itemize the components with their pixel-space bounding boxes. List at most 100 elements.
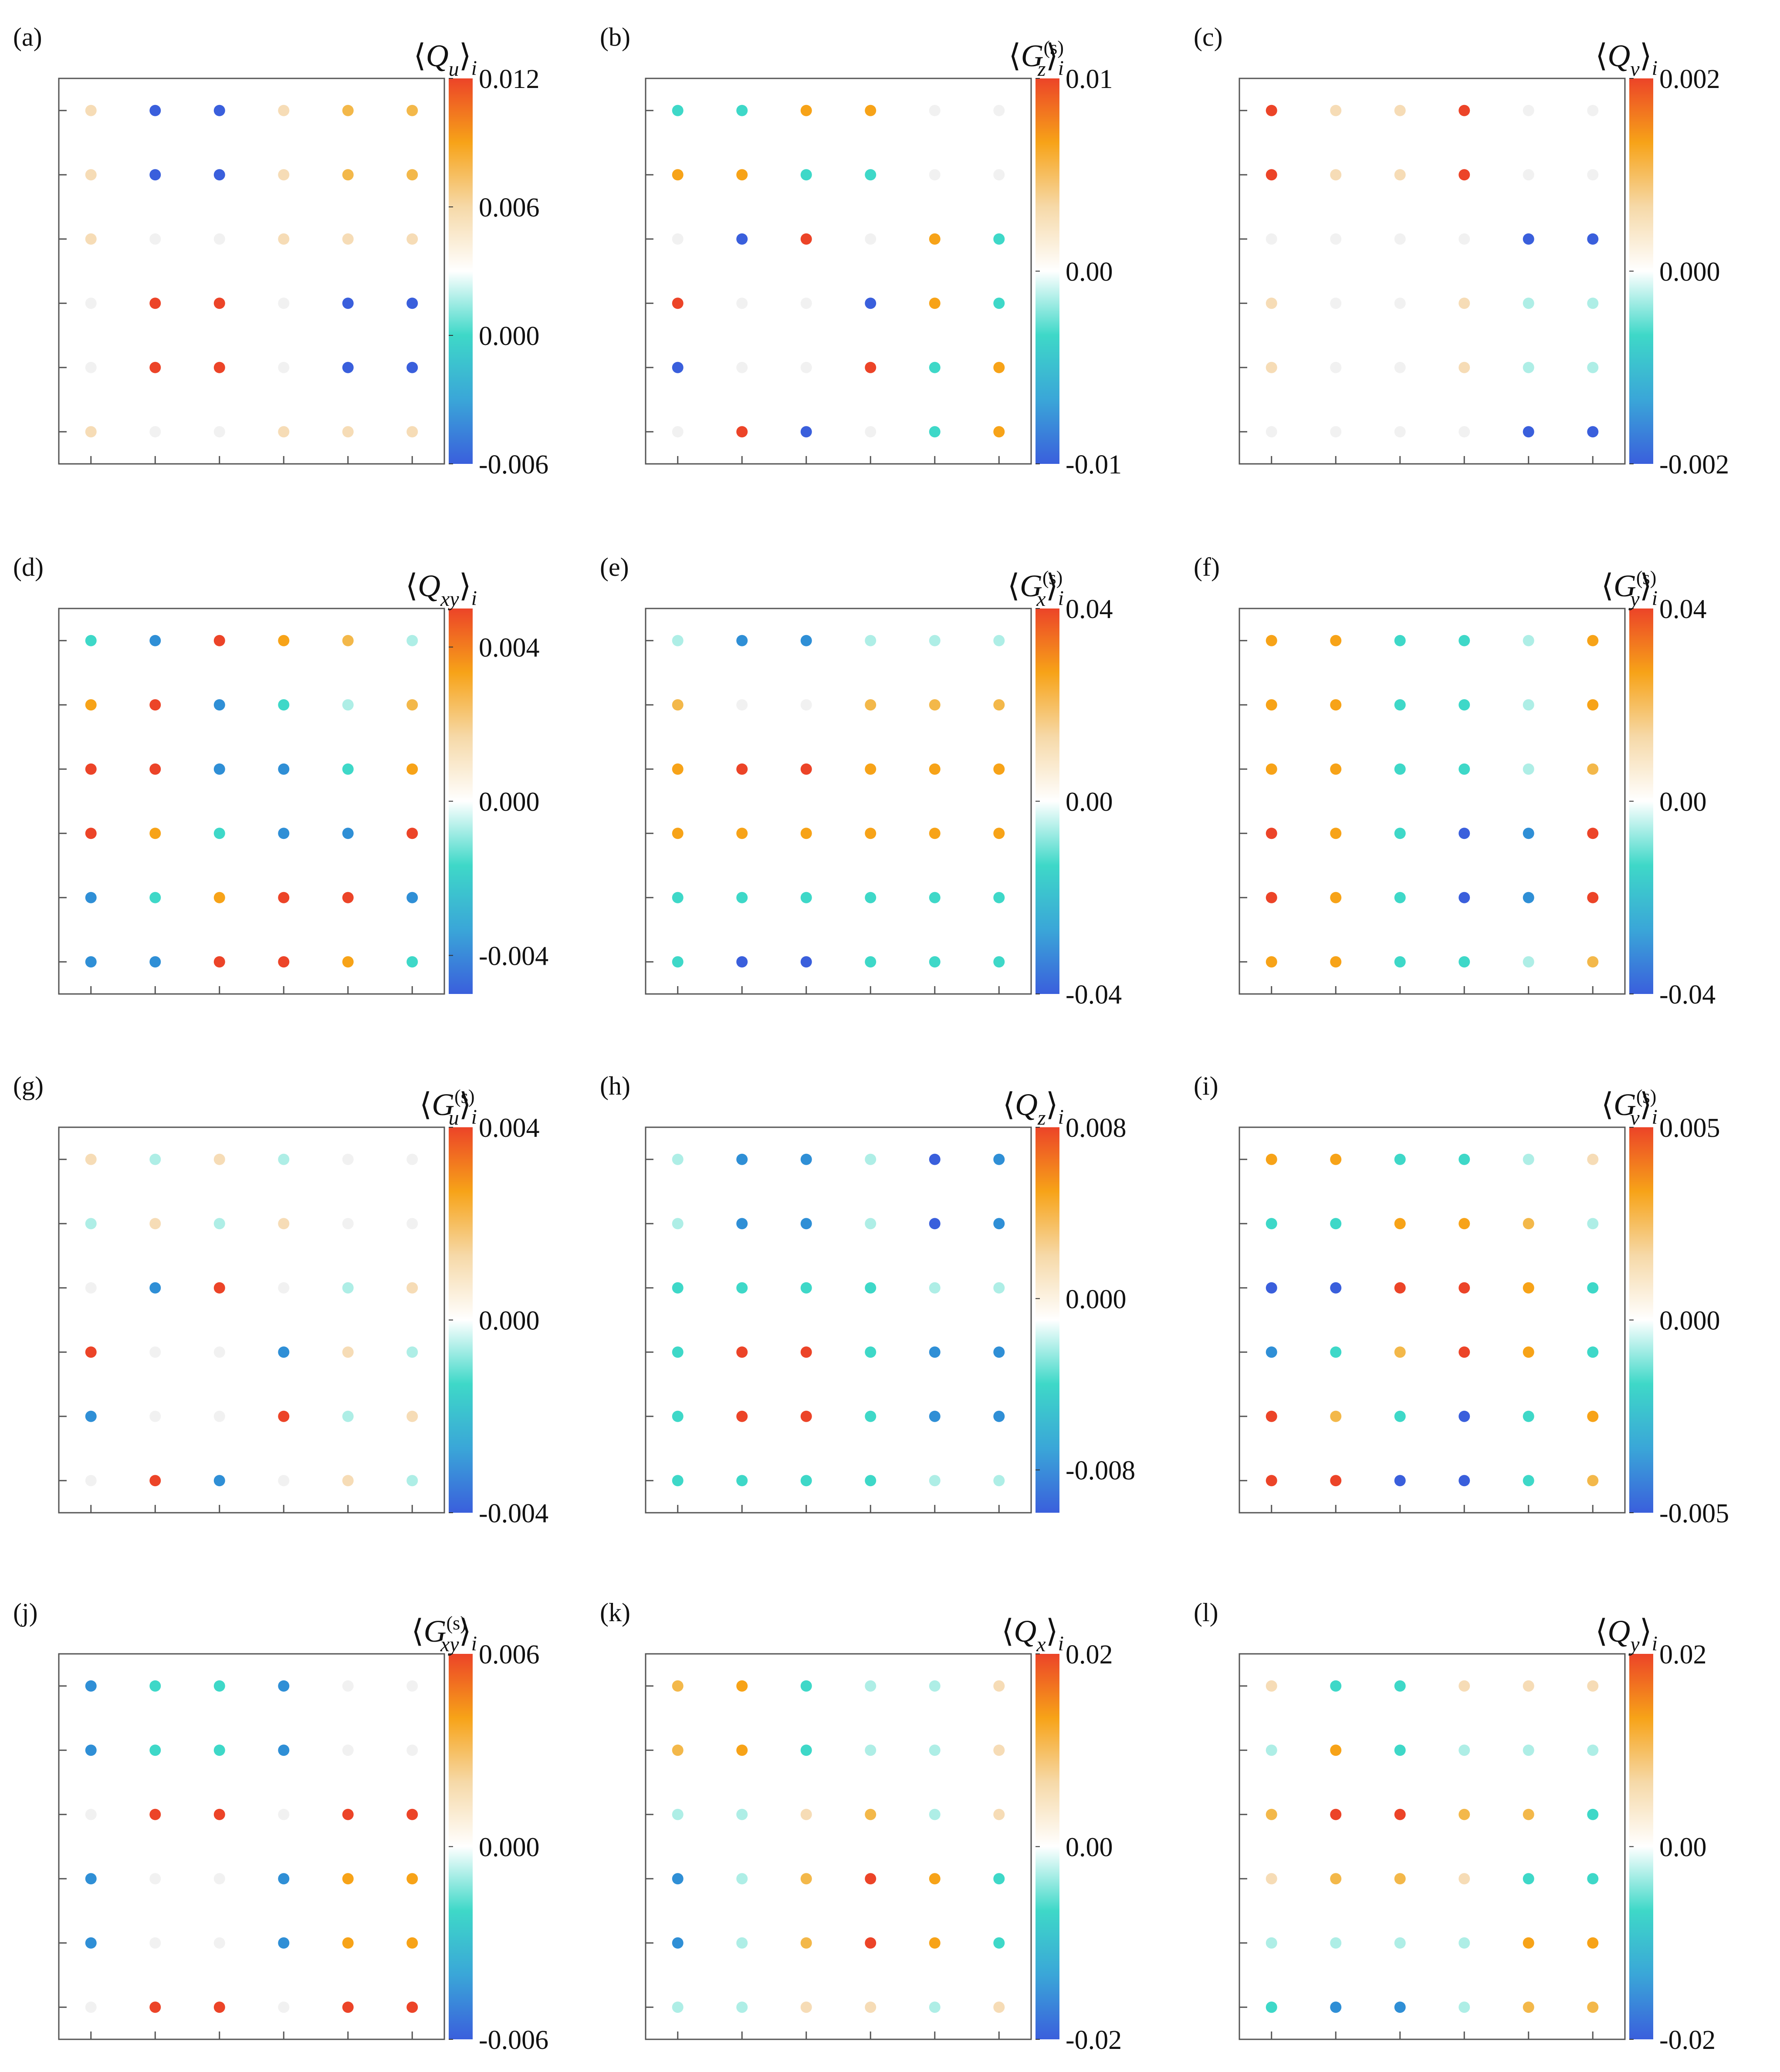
lattice-point [1523, 1680, 1534, 1692]
lattice-point [278, 828, 290, 839]
plot-frame [58, 608, 445, 995]
lattice-point [1587, 1680, 1599, 1692]
lattice-point [1459, 1346, 1470, 1358]
panel-a: (a) 0.012 0.006 0.000 -0.006 ⟨Qu⟩i [13, 23, 548, 480]
lattice-point [1266, 956, 1277, 968]
lattice-point [278, 169, 290, 181]
lattice-point [406, 2001, 418, 2013]
lattice-point [1330, 828, 1342, 839]
lattice-point [1266, 1282, 1277, 1294]
lattice-point [736, 297, 748, 309]
lattice-point [1394, 1680, 1406, 1692]
lattice-point [1523, 362, 1534, 373]
lattice-point [929, 1475, 941, 1487]
lattice-point [672, 1410, 684, 1422]
lattice-point [1523, 1410, 1534, 1422]
lattice-point [85, 297, 97, 309]
lattice-point [342, 699, 354, 711]
lattice-point [213, 956, 225, 968]
lattice-point [1394, 169, 1406, 181]
lattice-point [85, 105, 97, 116]
lattice-point [342, 1153, 354, 1165]
lattice-point [213, 1153, 225, 1165]
lattice-point [278, 956, 290, 968]
lattice-point [85, 233, 97, 245]
lattice-point [406, 1346, 418, 1358]
quantity-label: ⟨G(s) v⟩i [1601, 1086, 1658, 1129]
lattice-point [278, 1346, 290, 1358]
lattice-point [1459, 892, 1470, 903]
lattice-point [929, 2001, 941, 2013]
lattice-point [1523, 297, 1534, 309]
lattice-point [1266, 169, 1277, 181]
lattice-point [672, 105, 684, 116]
quantity-label: ⟨G(s) u⟩i [420, 1086, 477, 1129]
lattice-point [149, 2001, 161, 2013]
lattice-point [278, 233, 290, 245]
lattice-point [800, 233, 812, 245]
lattice-point [929, 1744, 941, 1756]
colorbar-tick-label: 0.004 [479, 1113, 540, 1143]
lattice-point [736, 1346, 748, 1358]
panel-label: (e) [600, 553, 629, 581]
lattice-point [342, 1282, 354, 1294]
lattice-point [1394, 233, 1406, 245]
lattice-point [865, 233, 876, 245]
lattice-point [736, 1680, 748, 1692]
lattice-point [929, 169, 941, 181]
colorbar-tick-label: 0.00 [1066, 788, 1113, 817]
lattice-point [1266, 892, 1277, 903]
lattice-point [406, 1744, 418, 1756]
lattice-point [1459, 362, 1470, 373]
colorbar-tick-label: 0.000 [1066, 1284, 1127, 1314]
lattice-point [800, 828, 812, 839]
lattice-point [213, 2001, 225, 2013]
lattice-point [342, 297, 354, 309]
lattice-point [929, 763, 941, 775]
lattice-point [865, 1873, 876, 1885]
colorbar-tick-label: -0.002 [1659, 450, 1729, 480]
lattice-point [149, 1808, 161, 1820]
lattice-point [1587, 635, 1599, 646]
colorbar-tick-label: 0.00 [1659, 1833, 1707, 1862]
lattice-point [1459, 956, 1470, 968]
lattice-point [800, 1346, 812, 1358]
lattice-point [406, 1282, 418, 1294]
lattice-point [1330, 1680, 1342, 1692]
lattice-point [1459, 297, 1470, 309]
lattice-point [213, 1346, 225, 1358]
lattice-point [1459, 2001, 1470, 2013]
lattice-point [672, 1937, 684, 1949]
plot-frame [645, 608, 1032, 995]
lattice-point [672, 297, 684, 309]
panel-h: (h) 0.008 0.000 -0.008 ⟨Qz⟩i [600, 1071, 1135, 1514]
lattice-point [865, 426, 876, 438]
lattice-point [85, 426, 97, 438]
lattice-point [1587, 699, 1599, 711]
colorbar-tick-label: 0.004 [479, 633, 540, 663]
colorbar-tick-label: -0.04 [1659, 980, 1716, 1010]
panel-i: (i) 0.005 0.000 -0.005 ⟨G(s) v⟩i [1194, 1071, 1729, 1528]
lattice-point [278, 1680, 290, 1692]
lattice-point [1394, 1410, 1406, 1422]
lattice-point [1394, 1873, 1406, 1885]
colorbar-tick-label: -0.01 [1066, 450, 1122, 480]
plot-frame [645, 78, 1032, 465]
lattice-point [736, 699, 748, 711]
lattice-point [929, 892, 941, 903]
lattice-point [85, 763, 97, 775]
lattice-point [736, 1153, 748, 1165]
lattice-point [278, 105, 290, 116]
plot-frame [1239, 608, 1626, 995]
lattice-point [406, 635, 418, 646]
panel-k: (k) 0.02 0.00 -0.02 ⟨Qx⟩i [600, 1598, 1122, 2055]
lattice-point [149, 1937, 161, 1949]
lattice-point [278, 1808, 290, 1820]
lattice-point [1394, 1282, 1406, 1294]
panel-label: (i) [1194, 1071, 1218, 1100]
panel-j: (j) 0.006 0.000 -0.006 ⟨G(s) xy⟩i [13, 1598, 548, 2055]
lattice-point [85, 1153, 97, 1165]
lattice-point [672, 1218, 684, 1230]
lattice-point [865, 828, 876, 839]
lattice-point [1587, 169, 1599, 181]
